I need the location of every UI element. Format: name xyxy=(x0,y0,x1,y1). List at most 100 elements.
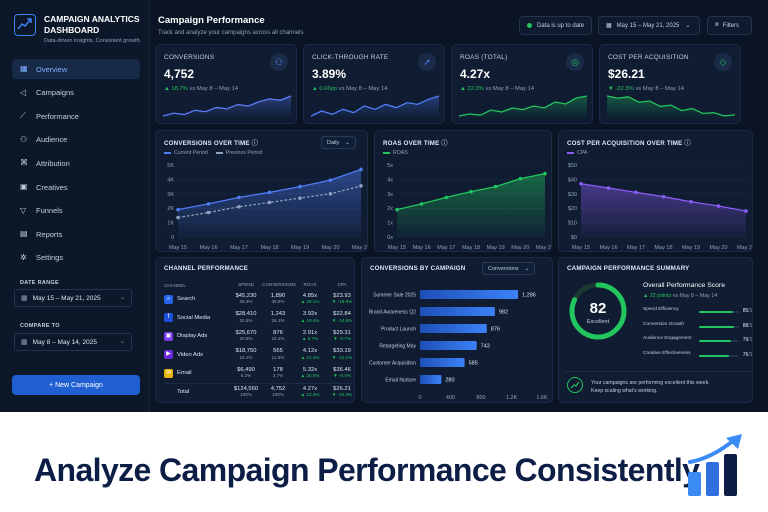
kpi-title: ROAS (TOTAL) xyxy=(460,54,508,61)
data-point xyxy=(395,207,399,212)
kpi-change: ▼ -22.3% xyxy=(608,86,634,92)
channel-name: Video Ads xyxy=(177,351,204,358)
conv-cell: 1,243 26.1% xyxy=(262,311,294,324)
sparkline-line xyxy=(310,95,440,117)
series-area xyxy=(581,183,746,237)
y-tick-label: 0x xyxy=(387,235,393,241)
roas-sub: ▲ 21.3% xyxy=(300,354,320,360)
data-point xyxy=(359,167,363,172)
bar xyxy=(420,358,465,367)
kpi-compare: vs May 8 – May 14 xyxy=(338,86,388,92)
metric-score: 88 xyxy=(742,322,749,329)
megaphone-icon: ◁ xyxy=(20,87,27,97)
cpa-cell: $36.46 ▼ -8.4% xyxy=(326,367,354,380)
metric-max: /100 xyxy=(748,308,753,314)
spend-value: $6,490 xyxy=(237,366,255,373)
column-header: CPA xyxy=(337,281,347,287)
grid-icon: ▦ xyxy=(20,64,28,73)
interval-dropdown[interactable]: Daily ⌄ xyxy=(321,136,356,149)
roas-cell: 3.92x ▲ 18.4% xyxy=(294,311,326,324)
roas-cell: 4.27x ▲ 22.3% xyxy=(294,386,326,399)
kpi-delta: ▼ -22.3% vs May 8 – May 14 xyxy=(608,86,684,92)
roas-sub: ▲ 9.7% xyxy=(301,336,319,342)
legend-roas: ROAS xyxy=(383,150,408,156)
date-range-picker[interactable]: ▦ May 15 – May 21, 2025 ⌄ xyxy=(14,289,132,307)
table-row[interactable]: ⌕ Search $45,230 36.3% 1,890 39.8% 4.85x ▲ 28.1… xyxy=(164,290,354,309)
x-tick-label: May 17 xyxy=(627,245,645,251)
users-icon: ⚇ xyxy=(270,53,288,71)
card-title: CONVERSIONS BY CAMPAIGN xyxy=(370,265,466,272)
new-campaign-button[interactable]: + New Campaign xyxy=(12,375,140,395)
metric-value: 79/100 xyxy=(743,337,752,343)
campaign-bar-chart: 0 400 800 1.2K 1.6K Summer Sale 2025 1,286 Bran… xyxy=(369,290,548,401)
x-tick-label: May 16 xyxy=(199,245,217,251)
x-tick-label: May 21 xyxy=(737,245,753,251)
channel-cell: ▶ Video Ads xyxy=(164,350,230,360)
spend-cell: $28,410 22.8% xyxy=(230,311,262,324)
conversions-over-time-card: CONVERSIONS OVER TIME ⓘ Daily ⌄ Current P… xyxy=(155,130,368,252)
table-row[interactable]: ▣ Display Ads $25,670 20.6% 876 18.4% 2.91x ▲ 9… xyxy=(164,327,354,346)
summary-metric-row: Spend Efficiency 85/100 xyxy=(643,307,753,319)
category-label: Customer Acquisition xyxy=(369,361,416,367)
kpi-card-conversions: CONVERSIONS 4,752 ▲ 18.7% vs May 8 – May 1… xyxy=(155,44,297,124)
sidebar-item-settings[interactable]: ✲ Settings xyxy=(12,248,140,268)
sparkline-area xyxy=(311,96,439,119)
cpa-value: $23.93 xyxy=(333,292,351,299)
cpa-sub: ▼ -12.1% xyxy=(331,354,353,360)
sidebar-item-overview[interactable]: ▦ Overview xyxy=(12,59,140,79)
performance-summary-card: CAMPAIGN PERFORMANCE SUMMARY 82 Excellen… xyxy=(558,257,753,403)
summary-metric-row: Conversion Growth 88/100 xyxy=(643,322,752,334)
spend-value: $25,670 xyxy=(235,329,257,336)
data-point xyxy=(206,210,211,215)
compare-range-value: May 8 – May 14, 2025 xyxy=(32,338,97,346)
table-row[interactable]: f Social Media $28,410 22.8% 1,243 26.1% 3.92x… xyxy=(164,309,354,328)
chevron-down-icon: ⌄ xyxy=(119,295,125,301)
y-tick-label: 4K xyxy=(167,177,174,183)
sidebar-item-attribution[interactable]: ⌘ Attribution xyxy=(12,153,140,173)
y-tick-label: $10 xyxy=(568,221,577,227)
data-point xyxy=(298,184,302,189)
table-row[interactable]: ▶ Video Ads $18,750 15.1% 565 11.9% 4.12x ▲ 21.… xyxy=(164,346,354,365)
sidebar-item-funnels[interactable]: ▽ Funnels xyxy=(12,201,140,221)
conv-sub: 26.1% xyxy=(271,317,285,323)
filters-button[interactable]: ⩸ Filters xyxy=(707,16,752,35)
search-icon: ⌕ xyxy=(164,294,173,304)
metric-dropdown[interactable]: Conversions ⌄ xyxy=(482,262,536,275)
sidebar-item-performance[interactable]: ⟋ Performance xyxy=(12,106,140,126)
sparkline-line xyxy=(458,95,588,117)
compare-range-picker[interactable]: ▦ May 8 – May 14, 2025 ⌄ xyxy=(14,333,132,351)
x-tick-label: May 18 xyxy=(260,245,278,251)
metric-progress-bar xyxy=(699,354,739,357)
x-tick-label: May 21 xyxy=(352,245,368,251)
kpi-sparkline xyxy=(458,95,588,119)
kpi-delta: ▲ 0.66pp vs May 8 – May 14 xyxy=(312,86,387,92)
header-date-picker[interactable]: ▦ May 15 – May 21, 2025 ⌄ xyxy=(598,16,700,35)
table-row[interactable]: ✉ Email $6,490 5.2% 178 3.7% 5.32x ▲ 30.6% $36.4… xyxy=(164,364,354,383)
info-icon: ⓘ xyxy=(684,140,691,147)
table-header: CHANNEL SPEND CONVERSIONS ROAS CPA xyxy=(164,280,354,290)
conv-sub: 3.7% xyxy=(272,373,284,379)
score-compare: vs May 8 – May 14 xyxy=(672,293,718,299)
sidebar-item-creatives[interactable]: ▣ Creatives xyxy=(12,177,140,197)
kpi-change: ▲ 18.7% xyxy=(164,86,188,92)
x-tick-label: May 19 xyxy=(487,245,505,251)
data-point xyxy=(176,215,180,220)
cpa-cell: $22.84 ▼ -14.8% xyxy=(326,311,354,324)
spend-value: $45,230 xyxy=(235,292,257,299)
sidebar: CAMPAIGN ANALYTICS DASHBOARD Data-driven… xyxy=(0,0,150,412)
sidebar-item-audience[interactable]: ⚇ Audience xyxy=(12,130,140,150)
bar-value-label: 743 xyxy=(481,344,490,350)
cpa-cell: $29.31 ▼ -9.7% xyxy=(326,330,354,343)
channel-name: Search xyxy=(177,296,196,303)
column-header: SPEND xyxy=(238,281,254,287)
sidebar-item-campaigns[interactable]: ◁ Campaigns xyxy=(12,83,140,103)
y-tick-label: 1K xyxy=(167,221,174,227)
sidebar-item-reports[interactable]: ▤ Reports xyxy=(12,224,140,244)
analytics-logo-icon xyxy=(14,14,36,36)
data-point xyxy=(267,200,272,205)
card-title: COST PER ACQUISITION OVER TIME ⓘ xyxy=(567,140,691,147)
spend-sub: 100% xyxy=(240,392,252,398)
channel-table: CHANNEL SPEND CONVERSIONS ROAS CPA ⌕ Search $45… xyxy=(164,280,354,401)
filters-label: Filters xyxy=(722,22,739,29)
channel-performance-card: CHANNEL PERFORMANCE CHANNEL SPEND CONVERSI… xyxy=(155,257,355,403)
